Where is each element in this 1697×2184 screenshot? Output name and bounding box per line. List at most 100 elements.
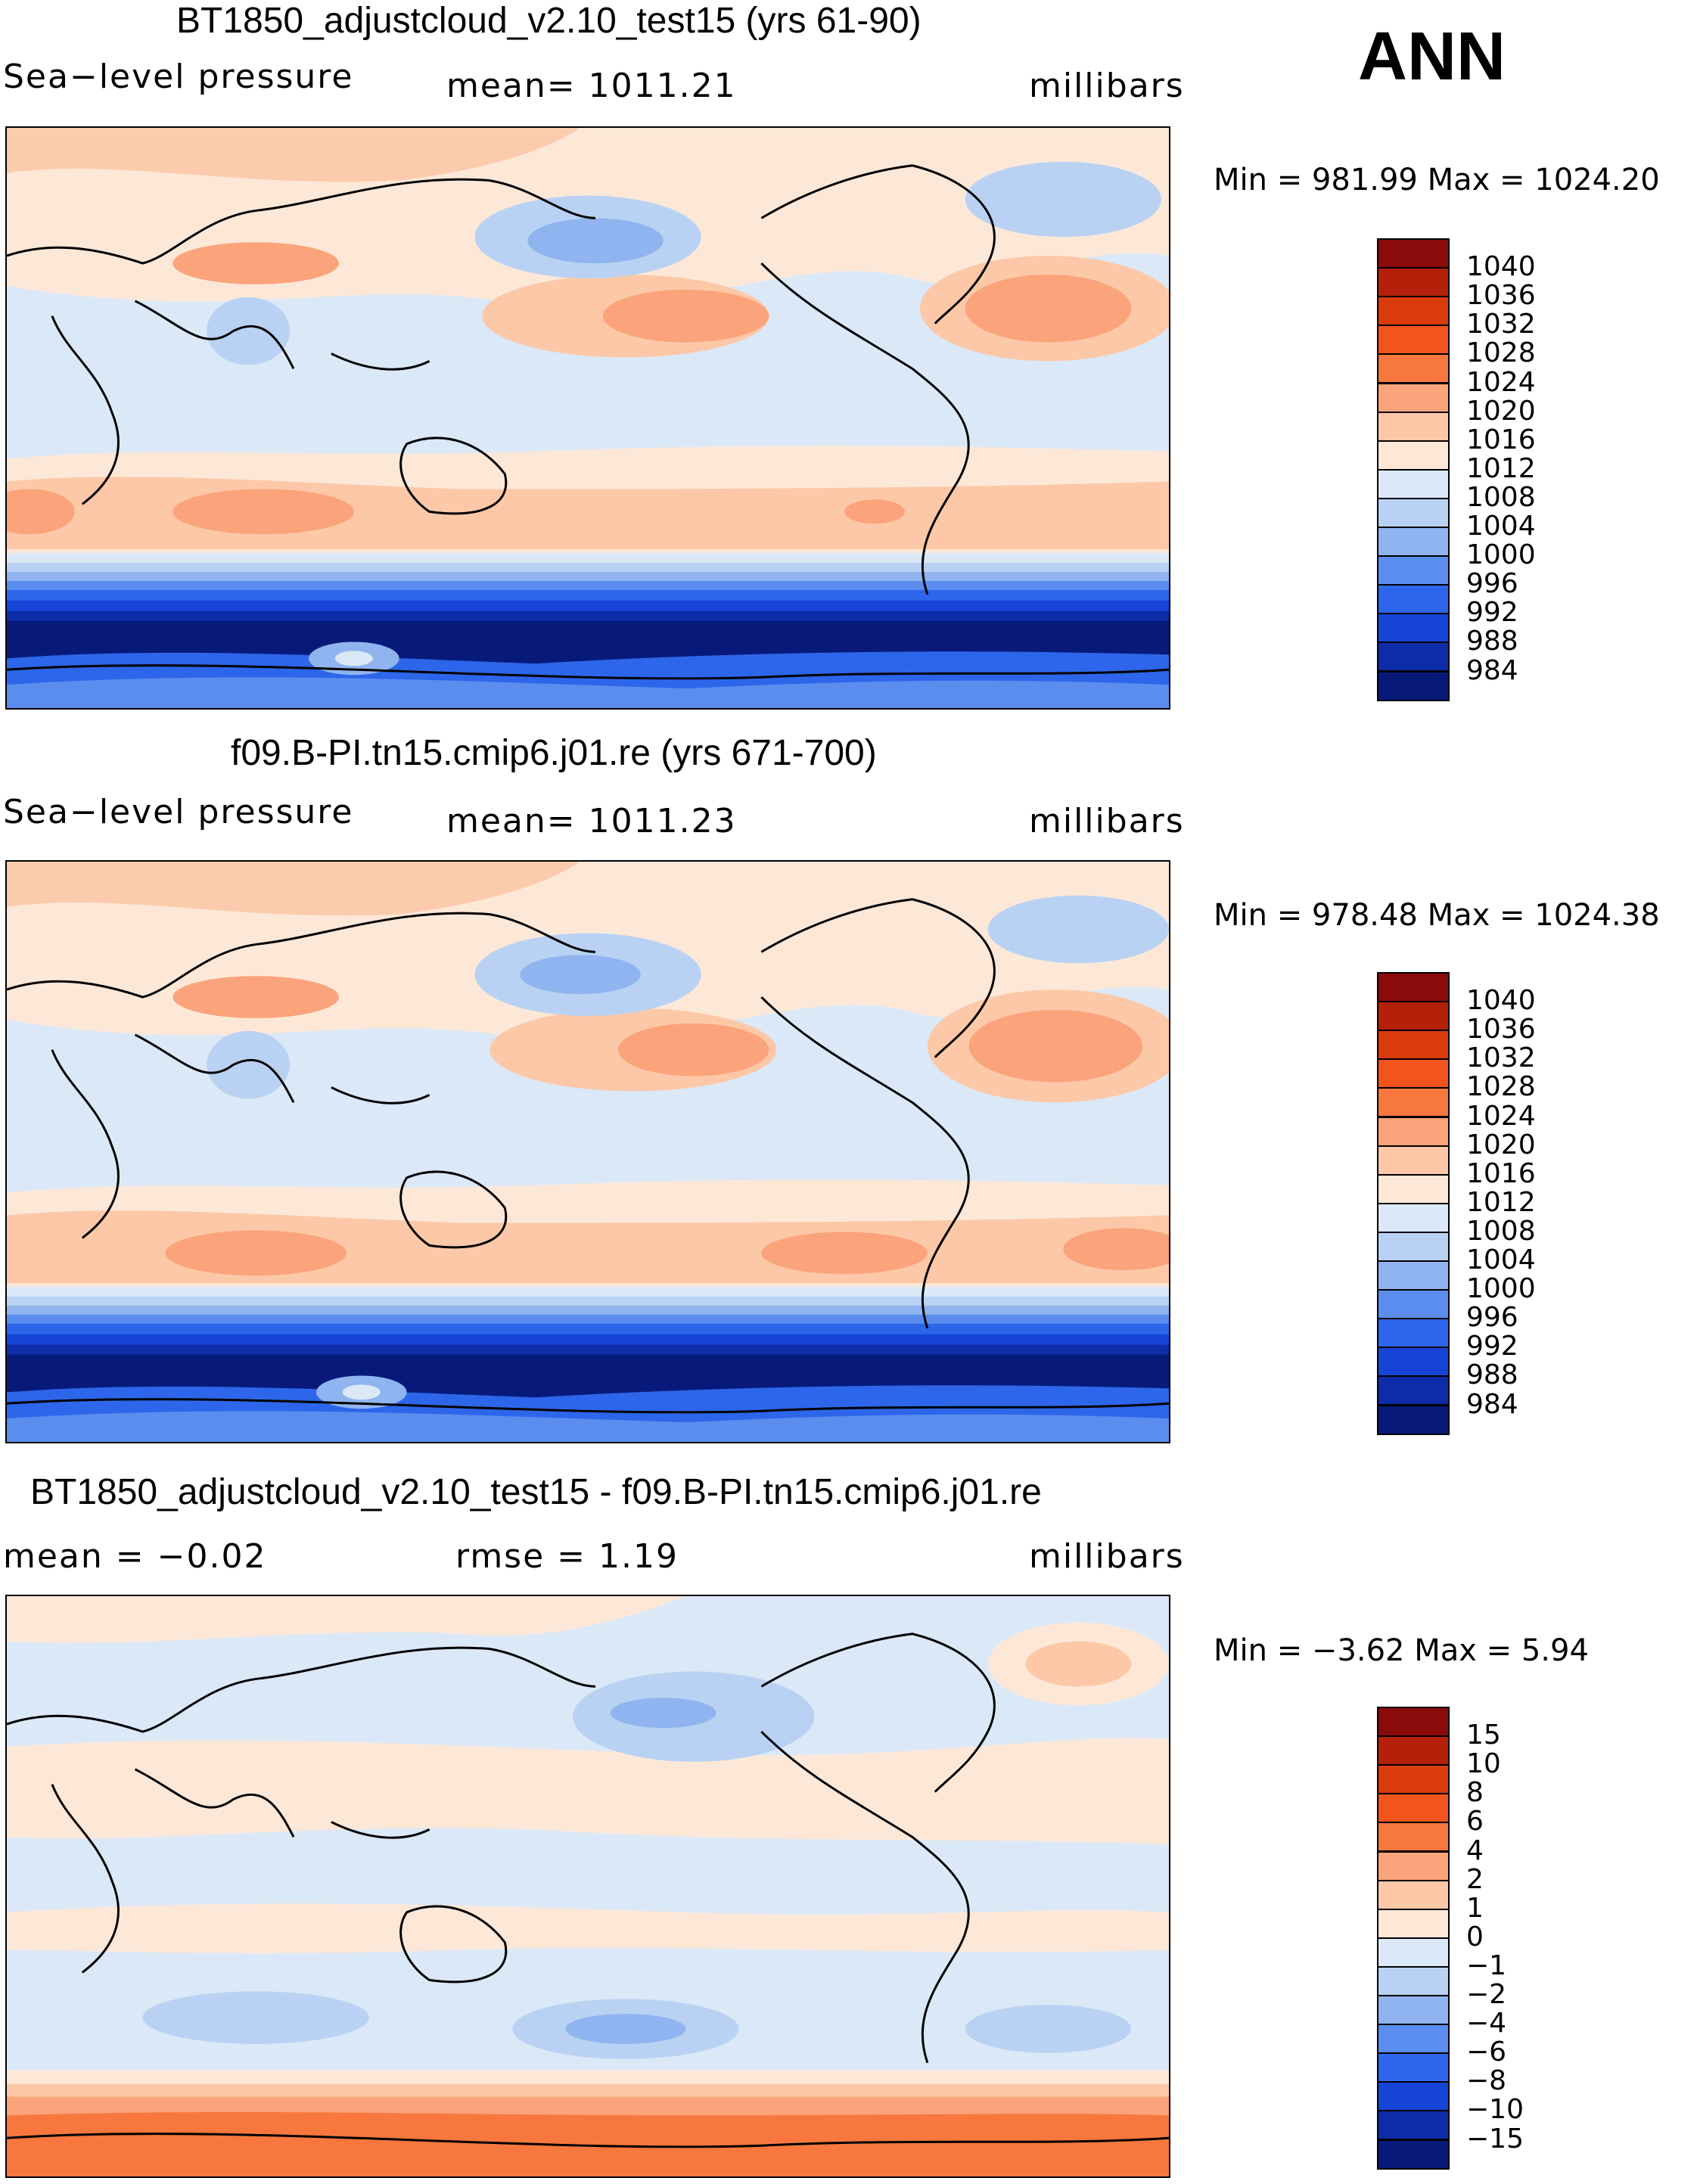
colorbar-label: 984 bbox=[1466, 654, 1518, 686]
colorbar-swatch bbox=[1377, 527, 1450, 558]
panel-3-minmax: Min = −3.62 Max = 5.94 bbox=[1214, 1633, 1589, 1668]
colorbar-label: 992 bbox=[1466, 1331, 1518, 1362]
colorbar-swatch bbox=[1377, 325, 1450, 356]
panel-1-mean-label: mean= 1011.21 bbox=[446, 67, 737, 105]
colorbar-swatch bbox=[1377, 296, 1450, 327]
colorbar-swatch bbox=[1377, 1793, 1450, 1824]
colorbar-label: 1016 bbox=[1466, 424, 1536, 455]
panel-2-map-svg bbox=[7, 862, 1169, 1442]
season-label: ANN bbox=[1358, 19, 1506, 95]
colorbar-swatch bbox=[1377, 1289, 1450, 1320]
colorbar-label: 1008 bbox=[1466, 481, 1536, 513]
colorbar-label: 1028 bbox=[1466, 1071, 1536, 1103]
panel-3-title: BT1850_adjustcloud_v2.10_test15 - f09.B-… bbox=[30, 1472, 1042, 1512]
colorbar-swatch bbox=[1377, 1375, 1450, 1406]
colorbar-swatch bbox=[1377, 1879, 1450, 1910]
colorbar-swatch bbox=[1377, 1965, 1450, 1996]
panel-2-mean-label: mean= 1011.23 bbox=[446, 802, 737, 840]
colorbar-label: 1000 bbox=[1466, 1273, 1536, 1305]
colorbar-label: 988 bbox=[1466, 626, 1518, 657]
colorbar-label: −8 bbox=[1466, 2065, 1507, 2097]
colorbar-label: 996 bbox=[1466, 1302, 1518, 1334]
panel-2-variable-label: Sea−level pressure bbox=[3, 793, 354, 831]
colorbar-swatch bbox=[1377, 468, 1450, 499]
panel-1-minmax: Min = 981.99 Max = 1024.20 bbox=[1214, 163, 1660, 197]
panel-2-units: millibars bbox=[1029, 802, 1185, 840]
colorbar-label: −6 bbox=[1466, 2036, 1507, 2068]
colorbar-swatch bbox=[1377, 2024, 1450, 2055]
colorbar-label: 8 bbox=[1466, 1777, 1484, 1809]
colorbar-label: 1004 bbox=[1466, 511, 1536, 542]
colorbar-swatch bbox=[1377, 1001, 1450, 1032]
colorbar-swatch bbox=[1377, 1822, 1450, 1853]
panel-1-variable-label: Sea−level pressure bbox=[3, 57, 354, 96]
colorbar-swatch bbox=[1377, 238, 1450, 269]
colorbar-label: −15 bbox=[1466, 2123, 1524, 2154]
colorbar-label: 1032 bbox=[1466, 1042, 1536, 1074]
colorbar-label: 6 bbox=[1466, 1806, 1484, 1838]
colorbar-label: 996 bbox=[1466, 568, 1518, 600]
colorbar-label: 992 bbox=[1466, 597, 1518, 629]
colorbar-label: 1004 bbox=[1466, 1244, 1536, 1275]
colorbar-label: −2 bbox=[1466, 1979, 1507, 2010]
colorbar-label: 984 bbox=[1466, 1388, 1518, 1420]
colorbar-swatch bbox=[1377, 440, 1450, 471]
colorbar-swatch bbox=[1377, 411, 1450, 442]
colorbar-swatch bbox=[1377, 1995, 1450, 2026]
colorbar-swatch bbox=[1377, 1404, 1450, 1435]
colorbar-label: 1028 bbox=[1466, 337, 1536, 369]
colorbar-label: 1 bbox=[1466, 1892, 1484, 1924]
colorbar-label: 1036 bbox=[1466, 280, 1536, 312]
panel-3-units: millibars bbox=[1029, 1537, 1185, 1576]
colorbar-swatch bbox=[1377, 382, 1450, 413]
panel-1-units: millibars bbox=[1029, 67, 1185, 105]
colorbar-swatch bbox=[1377, 2110, 1450, 2141]
colorbar-swatch bbox=[1377, 555, 1450, 586]
colorbar-swatch bbox=[1377, 1764, 1450, 1795]
panel-3-map bbox=[5, 1595, 1170, 2178]
panel-3-rmse-label: rmse = 1.19 bbox=[455, 1537, 679, 1576]
colorbar-swatch bbox=[1377, 1850, 1450, 1881]
colorbar-swatch bbox=[1377, 2052, 1450, 2083]
colorbar-label: 1016 bbox=[1466, 1157, 1536, 1189]
colorbar-swatch bbox=[1377, 497, 1450, 528]
colorbar-swatch bbox=[1377, 972, 1450, 1003]
colorbar-swatch bbox=[1377, 1058, 1450, 1089]
colorbar-label: −4 bbox=[1466, 2008, 1507, 2040]
panel-1-title: BT1850_adjustcloud_v2.10_test15 (yrs 61-… bbox=[176, 1, 922, 41]
panel-1-colorbar: 1040 1036 1032 1028 1024 1020 1016 1012 1008 1004… bbox=[1377, 238, 1536, 701]
colorbar-label: 1024 bbox=[1466, 366, 1536, 398]
colorbar-swatch bbox=[1377, 1116, 1450, 1147]
colorbar-swatch bbox=[1377, 267, 1450, 298]
colorbar-swatch bbox=[1377, 1087, 1450, 1118]
panel-1-map-svg bbox=[7, 128, 1169, 708]
colorbar-swatch bbox=[1377, 584, 1450, 615]
panel-2-title: f09.B-PI.tn15.cmip6.j01.re (yrs 671-700) bbox=[231, 733, 877, 773]
colorbar-label: 10 bbox=[1466, 1748, 1501, 1780]
colorbar-label: 15 bbox=[1466, 1720, 1501, 1751]
colorbar-swatch bbox=[1377, 353, 1450, 384]
colorbar-swatch bbox=[1377, 670, 1450, 701]
colorbar-swatch bbox=[1377, 1145, 1450, 1176]
colorbar-label: 988 bbox=[1466, 1359, 1518, 1391]
colorbar-swatch bbox=[1377, 1908, 1450, 1939]
colorbar-swatch bbox=[1377, 1347, 1450, 1378]
colorbar-label: 1040 bbox=[1466, 985, 1536, 1017]
colorbar-swatch bbox=[1377, 2139, 1450, 2170]
colorbar-swatch bbox=[1377, 1231, 1450, 1262]
colorbar-label: 1040 bbox=[1466, 251, 1536, 283]
panel-2-colorbar: 1040 1036 1032 1028 1024 1020 1016 1012 1008 1004… bbox=[1377, 972, 1536, 1435]
colorbar-swatch bbox=[1377, 1735, 1450, 1766]
panel-2-map bbox=[5, 860, 1170, 1443]
colorbar-label: 2 bbox=[1466, 1863, 1484, 1895]
panel-3-colorbar: 15 10 8 6 4 2 1 0 −1 −2 −4 −6 −8 −10 −15 bbox=[1377, 1707, 1524, 2170]
colorbar-label: 1036 bbox=[1466, 1014, 1536, 1045]
panel-1-map bbox=[5, 126, 1170, 710]
colorbar-swatch bbox=[1377, 1937, 1450, 1968]
colorbar-label: 1012 bbox=[1466, 1186, 1536, 1218]
colorbar-label: 1020 bbox=[1466, 1129, 1536, 1160]
colorbar-label: 1000 bbox=[1466, 539, 1536, 571]
colorbar-label: −1 bbox=[1466, 1949, 1507, 1981]
colorbar-swatch bbox=[1377, 642, 1450, 673]
panel-3-mean-label: mean = −0.02 bbox=[3, 1537, 267, 1576]
